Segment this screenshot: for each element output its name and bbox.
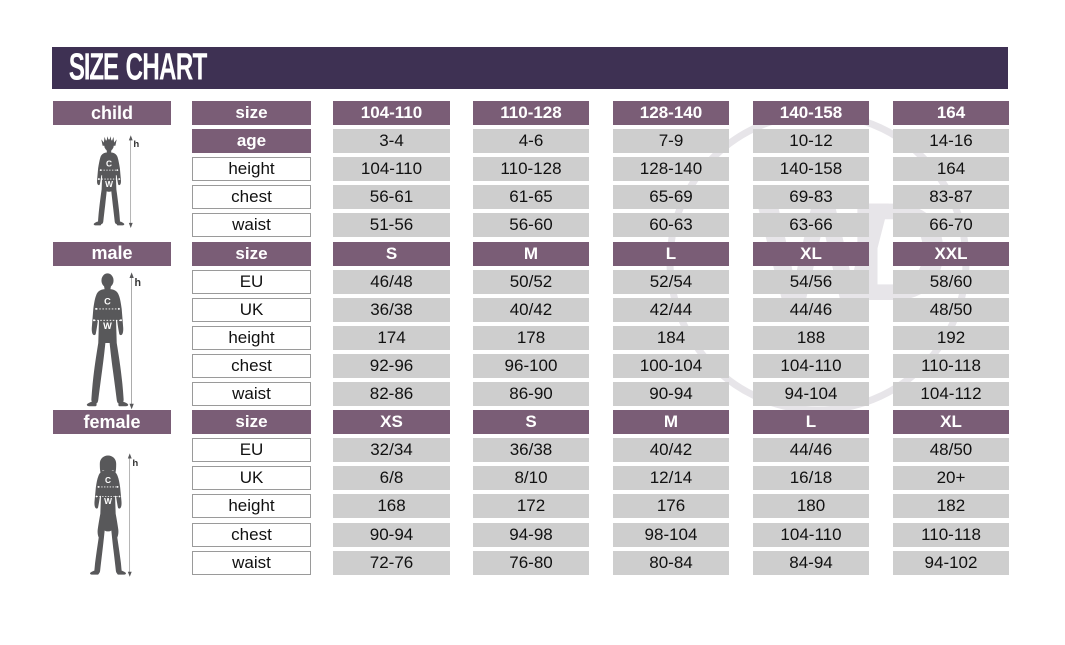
svg-text:C: C <box>106 158 112 168</box>
svg-text:W: W <box>105 179 113 189</box>
svg-text:C: C <box>105 475 111 485</box>
svg-text:W: W <box>104 496 112 506</box>
svg-text:C: C <box>104 296 111 306</box>
svg-text:h: h <box>134 277 141 289</box>
svg-text:h: h <box>132 458 138 469</box>
svg-text:W: W <box>103 320 112 330</box>
svg-text:h: h <box>133 139 139 150</box>
